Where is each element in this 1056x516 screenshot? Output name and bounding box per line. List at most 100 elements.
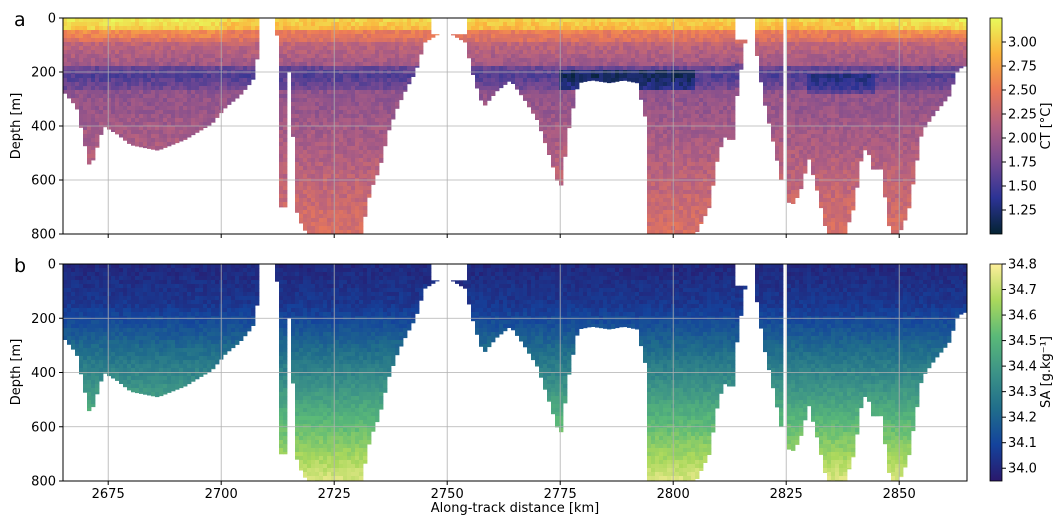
panel-a-data-cell (483, 38, 488, 43)
panel-a-data-cell (239, 26, 244, 31)
panel-a-data-cell (663, 194, 668, 199)
panel-a-data-cell (531, 22, 536, 27)
panel-a-data-cell (555, 138, 560, 143)
panel-a-data-cell (283, 118, 288, 123)
panel-a-data-cell (95, 38, 100, 43)
panel-a-data-cell (211, 114, 216, 119)
panel-a-data-cell (227, 102, 232, 105)
panel-a-data-cell (199, 86, 204, 91)
panel-a-data-cell (487, 78, 492, 83)
panel-a-data-cell (287, 34, 292, 39)
panel-a-data-cell (483, 98, 488, 103)
panel-a-data-cell (307, 38, 312, 43)
panel-a-data-cell (231, 22, 236, 27)
panel-a-data-cell (667, 142, 672, 147)
panel-a-data-cell (283, 190, 288, 195)
panel-a-data-cell (203, 98, 208, 103)
panel-a-data-cell (171, 130, 176, 135)
panel-a-data-cell (71, 50, 76, 55)
panel-a-data-cell (367, 110, 372, 115)
panel-a-data-cell (687, 166, 692, 171)
panel-a-data-cell (315, 82, 320, 87)
panel-a-data-cell (735, 47, 740, 52)
panel-a-data-cell (383, 114, 388, 119)
panel-a-data-cell (87, 102, 92, 107)
panel-a-data-cell (735, 59, 740, 64)
panel-a-data-cell (183, 46, 188, 51)
panel-a-data-cell (615, 66, 620, 71)
panel-a-data-cell (683, 134, 688, 139)
panel-a-data-cell (119, 74, 124, 79)
panel-a-data-cell (299, 58, 304, 63)
panel-a-data-cell (387, 86, 392, 91)
panel-a-data-cell (579, 18, 584, 23)
panel-a-data-cell (551, 42, 556, 47)
panel-a-data-cell (643, 94, 648, 99)
panel-a-data-cell (91, 146, 96, 151)
panel-a-data-cell (599, 42, 604, 47)
panel-a-data-cell (639, 42, 644, 47)
panel-a-data-cell (483, 86, 488, 91)
panel-a-data-cell (343, 46, 348, 51)
panel-a-data-cell (215, 110, 220, 115)
panel-a-data-cell (255, 58, 260, 60)
panel-a-data-cell (151, 66, 156, 71)
panel-a-data-cell (727, 54, 732, 59)
panel-a-data-cell (71, 46, 76, 51)
panel-a-data-cell (331, 74, 336, 79)
panel-a-data-cell (675, 146, 680, 151)
panel-a-data-cell (367, 114, 372, 119)
panel-a-data-cell (455, 34, 460, 38)
panel-a-data-cell (667, 90, 672, 95)
panel-a-data-cell (691, 34, 696, 39)
panel-a-data-cell (607, 58, 612, 63)
panel-a-data-cell (563, 110, 568, 115)
panel-a-data-cell (71, 34, 76, 39)
panel-a-data-cell (719, 42, 724, 47)
panel-a-data-cell (367, 26, 372, 31)
panel-a-data-cell (675, 102, 680, 107)
panel-a-data-cell (679, 186, 684, 191)
panel-a-data-cell (651, 26, 656, 31)
panel-a-data-cell (615, 42, 620, 47)
panel-a-data-cell (291, 18, 296, 23)
panel-a-data-cell (359, 186, 364, 191)
panel-a-data-cell (763, 26, 768, 31)
panel-a-data-cell (367, 130, 372, 135)
panel-a-data-cell (187, 106, 192, 111)
panel-a-data-cell (719, 102, 724, 107)
panel-a-data-cell (151, 98, 156, 103)
panel-a-data-cell (591, 58, 596, 63)
panel-a-data-cell (331, 78, 336, 83)
panel-a-data-cell (599, 62, 604, 67)
panel-a-data-cell (175, 22, 180, 27)
panel-a-data-cell (223, 18, 228, 23)
panel-a-data-cell (679, 18, 684, 23)
panel-a-data-cell (79, 78, 84, 83)
panel-a-data-cell (611, 50, 616, 55)
panel-a-data-cell (351, 98, 356, 103)
panel-a-data-cell (231, 90, 236, 95)
panel-a-data-cell (643, 22, 648, 27)
panel-a-data-cell (311, 126, 316, 131)
panel-a-data-cell (79, 50, 84, 55)
panel-a-data-cell (323, 170, 328, 175)
panel-a-data-cell (163, 110, 168, 115)
panel-a-data-cell (711, 78, 716, 83)
panel-a-data-cell (563, 122, 568, 127)
panel-a-data-cell (227, 94, 232, 99)
panel-a-data-cell (631, 42, 636, 47)
panel-a-data-cell (579, 46, 584, 51)
panel-a-data-cell (563, 50, 568, 55)
panel-a-data-cell (79, 46, 84, 51)
panel-a-data-cell (335, 90, 340, 95)
panel-a-data-cell (371, 46, 376, 51)
panel-a-data-cell (731, 118, 736, 123)
panel-a-data-cell (663, 150, 668, 155)
panel-a-data-cell (555, 82, 560, 87)
panel-a-data-cell (299, 74, 304, 79)
panel-a-data-cell (559, 82, 564, 87)
panel-a-data-cell (479, 66, 484, 71)
panel-a-data-cell (315, 190, 320, 195)
